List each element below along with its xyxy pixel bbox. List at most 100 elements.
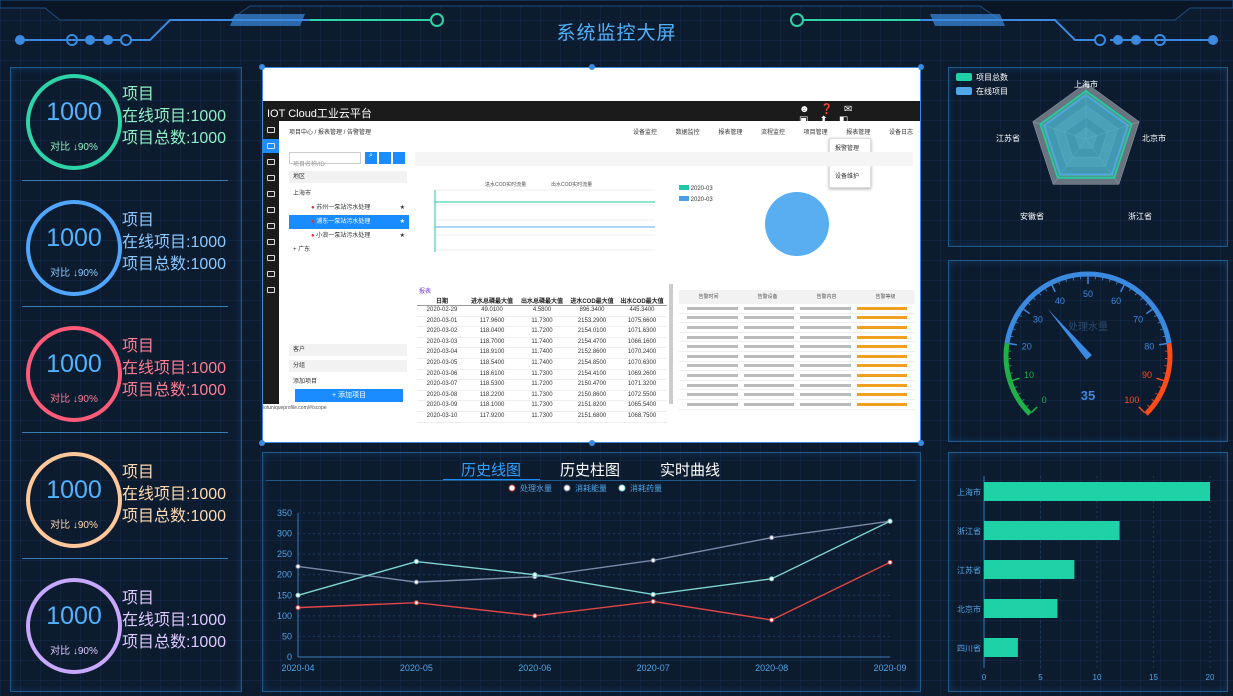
menu-icon[interactable] [393,152,405,164]
alarm-row [679,333,915,343]
alarm-row [679,371,915,381]
gauge-tick-label: 10 [1024,370,1034,380]
tree-label: + 广东 [293,247,311,253]
star-icon[interactable]: ★ [399,205,405,211]
table-cell: 1070.6300 [627,359,657,366]
stat-online: 在线项目:1000 [122,106,226,128]
y-category-label: 四川省 [957,643,981,653]
table-cell: 1066.1600 [627,338,657,345]
legend-label[interactable]: 消耗能量 [575,483,607,493]
app-nav-item[interactable]: 报表管理 [718,130,743,136]
stat-total: 项目总数:1000 [122,380,226,402]
tree-item[interactable]: ● 苏州一泵站污水处理 ★ [289,201,409,215]
stat-online: 在线项目:1000 [122,610,226,632]
table-cell: 11.7400 [531,338,553,345]
dropdown-item[interactable]: 报警管理 [835,146,860,152]
status-url: iotuniqueprofile.com/#/scope [263,405,327,411]
stat-text: 项目 在线项目:1000 项目总数:1000 [122,588,226,654]
x-tick-label: 2020-04 [281,663,314,673]
table-cell: 2020-03-05 [426,359,458,366]
region-tree[interactable]: 上海市 ● 苏州一泵站污水处理 ★ ● 浦东一泵站污水处理 ★ ● 小浪一泵站污水处理 ★ +… [289,187,409,257]
table-cell: 118.9100 [479,349,505,356]
tree-item[interactable]: + 广东 [289,243,409,257]
stat-compare: 对比 ↓90% [50,394,98,405]
tree-item[interactable]: 上海市 [289,187,409,201]
mini-legend-item: 进水COD实时流量 [485,181,526,188]
app-topbar: IOT Cloud工业云平台 ☻❓✉▣⬆◧ [263,101,920,126]
table-row: 2020-03-10 117.9200 11.7300 2151.6800 1068.7… [417,412,667,423]
y-tick-label: 0 [287,652,292,662]
stat-label: 项目 [122,464,155,481]
app-nav-item[interactable]: 设备日志 [888,130,913,136]
legend-label[interactable]: 在线项目 [976,86,1008,96]
tab-2[interactable]: 实时曲线 [660,462,721,479]
radar-axis-label: 北京市 [1142,133,1166,143]
client-header: 客户 [289,344,407,356]
legend-label[interactable]: 消耗药量 [630,483,662,493]
tab-0[interactable]: 历史线图 [461,462,522,479]
dropdown-item[interactable]: 设备维护 [835,174,860,180]
add-project-button[interactable]: + 添加项目 [295,389,403,402]
table-cell: 11.7400 [531,349,553,356]
legend-label[interactable]: 处理水量 [520,483,552,493]
tab-1[interactable]: 历史柱图 [560,462,621,479]
stat-number: 1000 [46,98,102,126]
stat-ring: 1000 对比 ↓90% [26,452,122,548]
stat-compare: 对比 ↓90% [50,268,98,279]
table-cell: 2154.0100 [577,328,607,335]
pie-legend: 2020-03 2020-03 [679,184,713,206]
app-nav-item[interactable]: 设备监控 [633,130,658,136]
table-cell: 2151.8200 [577,402,607,409]
app-nav-item[interactable]: 数据监控 [675,130,700,136]
legend-marker [563,484,571,492]
region-header: 地区 [289,171,407,183]
radar-axis-label: 安徽省 [1020,211,1044,221]
gauge-tick-label: 80 [1144,341,1154,351]
app-nav-item[interactable]: 流程监控 [760,130,785,136]
table-cell: 11.7300 [531,391,553,398]
table-cell: 4.5800 [532,307,552,313]
star-icon[interactable]: ★ [399,219,405,225]
table-cell: 2150.4700 [577,381,607,388]
data-point [295,563,301,569]
tree-item[interactable]: ● 小浪一泵站污水处理 ★ [289,229,409,243]
table-row: 2020-03-04 118.9100 11.7400 2152.8600 1070.2… [417,348,667,359]
legend-label[interactable]: 项目总数 [976,72,1008,82]
filter-icon[interactable] [379,152,391,164]
data-point [295,592,301,598]
search-input[interactable]: 项目名称/ID [289,152,361,168]
table-cell: 2020-03-07 [426,381,458,388]
screenshot-panel[interactable]: IOT Cloud工业云平台 ☻❓✉▣⬆◧ 项目中心 / 报表管理 / 告警管理… [259,64,924,446]
stat-text: 项目 在线项目:1000 项目总数:1000 [122,462,226,528]
column-header: 告警设备 [757,294,778,300]
gauge-tick-label: 30 [1033,315,1043,325]
star-icon[interactable]: ★ [399,233,405,239]
tree-label: 上海市 [293,191,312,197]
series-line [297,561,891,621]
online-value: 1000 [190,486,227,503]
column-header: 出水COD最大值 [620,299,664,305]
tree-item[interactable]: ● 浦东一泵站污水处理 ★ [289,215,409,229]
table-cell: 2020-03-04 [426,349,458,356]
online-label: 在线项目: [122,360,191,377]
toolbar-icons[interactable]: ☻❓✉▣⬆◧ [799,104,864,126]
total-label: 项目总数: [122,130,191,147]
x-tick-label: 2020-05 [400,663,433,673]
y-tick-label: 350 [277,508,292,518]
app-nav-item[interactable]: 项目管理 [803,130,828,136]
app-nav-item[interactable]: 报表管理 [846,130,871,136]
gauge-tick-label: 100 [1124,395,1139,405]
separator [22,180,228,181]
stat-compare: 对比 ↓90% [50,646,98,657]
table-cell: 118.5400 [479,359,505,366]
mini-pie-chart [765,192,829,256]
data-point [650,591,656,597]
search-icon[interactable]: ⌕ [365,152,377,164]
table-row: 2020-03-09 118.1000 11.7300 2151.8200 1065.5… [417,401,667,412]
bar [984,638,1018,657]
table-cell: 117.9600 [479,317,505,324]
stat-number: 1000 [46,476,102,504]
radar-axis-label: 上海市 [1074,79,1098,89]
alarm-row [679,323,915,333]
legend-marker [956,73,972,81]
